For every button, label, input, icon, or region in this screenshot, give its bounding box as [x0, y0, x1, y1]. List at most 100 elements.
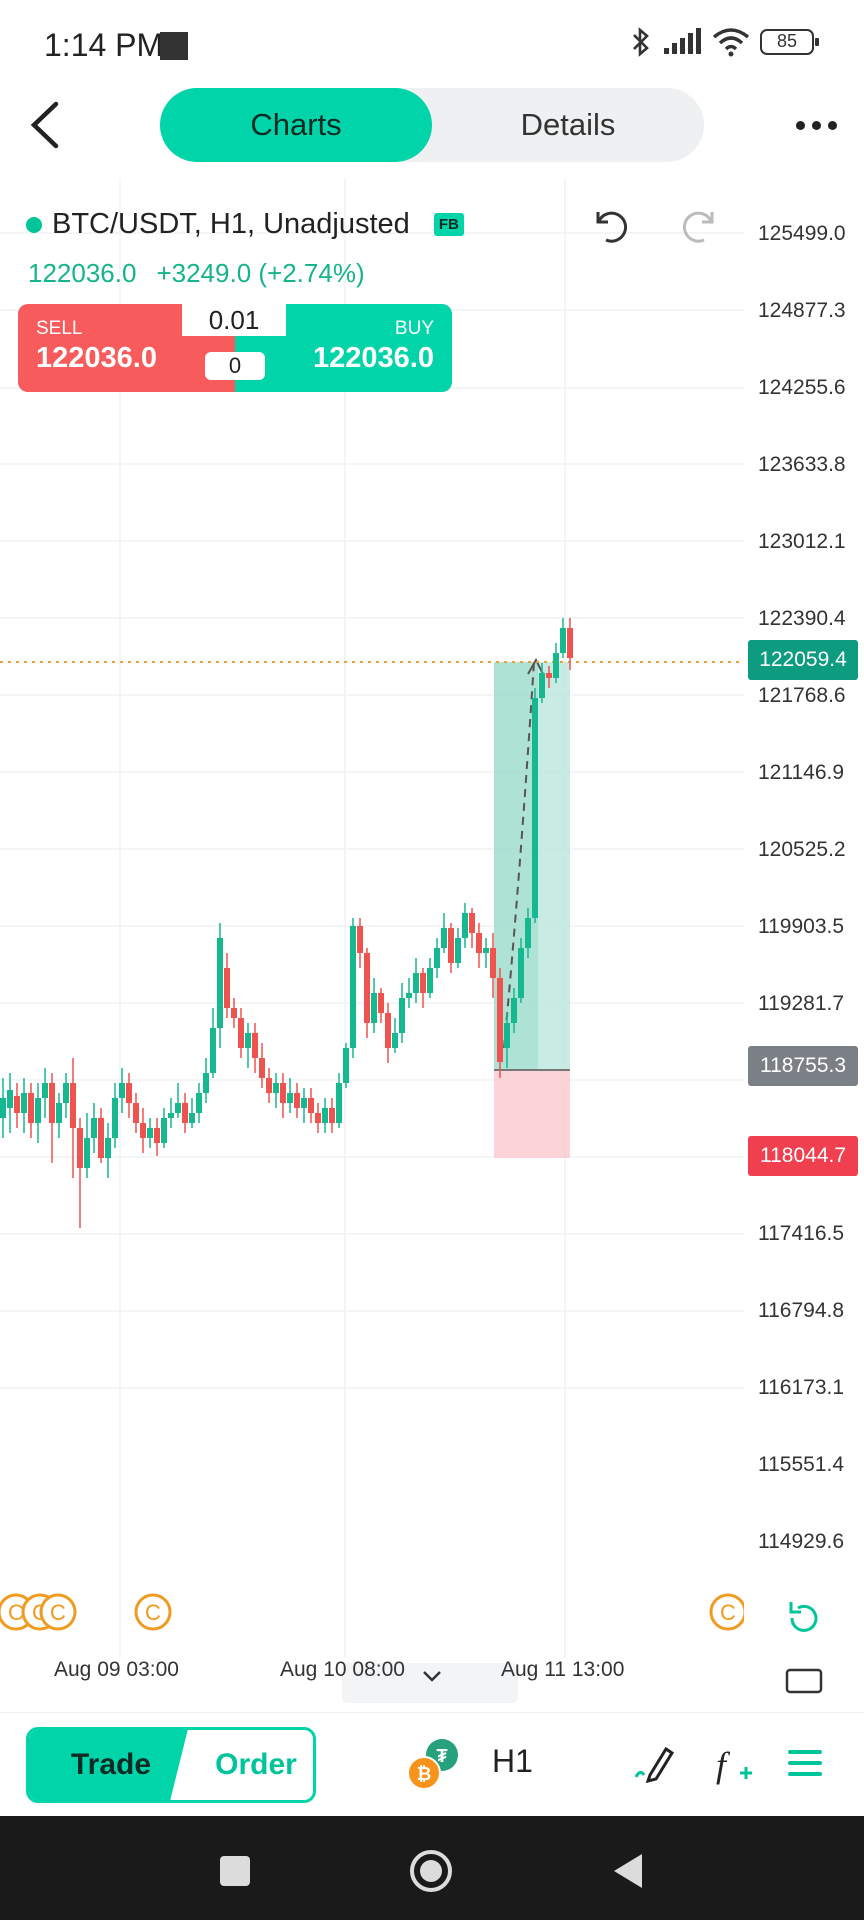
candle-body — [252, 1033, 258, 1058]
candle-body — [420, 973, 426, 993]
candle-body — [70, 1083, 76, 1128]
svg-text:C: C — [8, 1600, 24, 1625]
candle-body — [245, 1033, 251, 1048]
candle-body — [546, 673, 552, 678]
indicator-icon[interactable]: f — [710, 1739, 758, 1787]
event-marker-icon[interactable]: C — [39, 1593, 77, 1631]
notification-icon — [160, 32, 188, 60]
chevron-down-icon[interactable] — [420, 1668, 444, 1684]
candlestick-chart[interactable]: C C C C C — [0, 178, 744, 1658]
candle-body — [343, 1048, 349, 1083]
last-price: 122036.0 — [28, 258, 137, 288]
redo-button[interactable] — [680, 202, 720, 246]
symbol-header[interactable]: BTC/USDT, H1, Unadjusted FB — [26, 208, 464, 241]
price-axis[interactable]: 125499.0 124877.3 124255.6 123633.8 1230… — [744, 178, 864, 1678]
fullscreen-button[interactable] — [784, 1666, 824, 1696]
wifi-icon — [712, 28, 750, 57]
price-tick: 124877.3 — [758, 299, 846, 322]
candle-body — [175, 1103, 181, 1113]
event-markers[interactable]: C C C C C — [0, 1593, 744, 1631]
reset-chart-button[interactable] — [782, 1596, 826, 1640]
home-icon[interactable] — [408, 1848, 454, 1894]
buy-button[interactable]: BUY 122036.0 — [235, 304, 452, 392]
candle-body — [427, 968, 433, 993]
candle-body — [273, 1083, 279, 1093]
candle-body — [469, 913, 475, 933]
time-tick: Aug 11 13:00 — [501, 1658, 625, 1681]
candle-body — [168, 1113, 174, 1118]
sell-label: SELL — [36, 318, 83, 339]
price-tick: 123633.8 — [758, 453, 846, 476]
candle-body — [231, 1008, 237, 1018]
undo-icon — [596, 211, 628, 243]
candle-body — [315, 1113, 321, 1123]
candle-body — [308, 1098, 314, 1113]
price-tick: 116794.8 — [758, 1299, 845, 1322]
candle-body — [462, 913, 468, 938]
trade-tab[interactable]: Trade — [29, 1730, 193, 1800]
candle-body — [497, 978, 503, 1062]
candle-body — [392, 1033, 398, 1048]
candle-body — [455, 938, 461, 963]
candle-body — [203, 1073, 209, 1093]
back-button[interactable] — [26, 98, 76, 152]
loss-zone[interactable] — [494, 1070, 570, 1158]
candle-body — [518, 948, 524, 998]
back-nav-icon[interactable] — [610, 1852, 646, 1890]
candle-body — [217, 938, 223, 1028]
candle-body — [406, 993, 412, 998]
svg-text:₿: ₿ — [417, 1764, 432, 1784]
price-tick: 121146.9 — [758, 761, 845, 784]
chart-area[interactable]: C C C C C BTC/USDT, H1, Unadjusted FB 12… — [0, 178, 864, 1718]
price-change: +3249.0 (+2.74%) — [156, 258, 365, 288]
menu-icon[interactable] — [782, 1739, 830, 1787]
candle-body — [336, 1083, 342, 1123]
drawing-tool-icon[interactable] — [632, 1739, 680, 1787]
event-marker-icon[interactable]: C — [709, 1593, 744, 1631]
price-tick: 119281.7 — [758, 992, 845, 1015]
candle-body — [532, 698, 538, 918]
candle-body — [511, 998, 517, 1023]
candle-body — [77, 1128, 83, 1168]
candle-body — [378, 993, 384, 1013]
order-tab[interactable]: Order — [215, 1748, 297, 1781]
event-marker-icon[interactable]: C — [134, 1593, 172, 1631]
status-time: 1:14 PM — [44, 27, 164, 63]
candle-body — [476, 933, 482, 953]
lot-size-input[interactable]: 0.01 — [182, 304, 286, 336]
tab-details[interactable]: Details — [520, 107, 616, 142]
candle-body — [28, 1093, 34, 1123]
candle-body — [525, 918, 531, 948]
candle-body — [49, 1083, 55, 1123]
recents-icon[interactable] — [218, 1854, 252, 1888]
tab-charts[interactable]: Charts — [160, 88, 432, 162]
timeframe-selector[interactable]: H1 — [492, 1743, 533, 1779]
status-bar: 1:14 PM 85 — [0, 0, 864, 90]
more-options-icon[interactable] — [796, 110, 840, 140]
spread-value: 0 — [205, 352, 265, 380]
candle-body — [301, 1098, 307, 1108]
candle-body — [154, 1128, 160, 1143]
price-tick: 117416.5 — [758, 1222, 845, 1245]
candle-body — [21, 1093, 27, 1113]
candle-body — [224, 968, 230, 1008]
candle-body — [322, 1108, 328, 1123]
candle-body — [14, 1096, 20, 1113]
candle-body — [105, 1138, 111, 1158]
undo-button[interactable] — [590, 202, 630, 246]
time-axis[interactable]: Aug 09 03:00 Aug 10 08:00 Aug 11 13:00 — [0, 1658, 740, 1698]
entry-price-tag: 118755.3 — [748, 1046, 858, 1086]
candle-body — [259, 1058, 265, 1078]
candle-body — [434, 948, 440, 968]
candle-body — [133, 1103, 139, 1123]
price-tick: 121768.6 — [758, 684, 846, 707]
coin-pair-icon[interactable]: ₮ ₿ — [404, 1737, 464, 1791]
price-tick: 120525.2 — [758, 838, 846, 861]
candle-body — [371, 993, 377, 1023]
candle-body — [98, 1118, 104, 1158]
symbol-title[interactable]: BTC/USDT, H1, Unadjusted — [52, 208, 410, 240]
time-tick: Aug 10 08:00 — [280, 1658, 405, 1681]
price-tick: 114929.6 — [758, 1530, 845, 1553]
rectangle-icon — [785, 1668, 823, 1694]
candle-body — [35, 1098, 41, 1123]
